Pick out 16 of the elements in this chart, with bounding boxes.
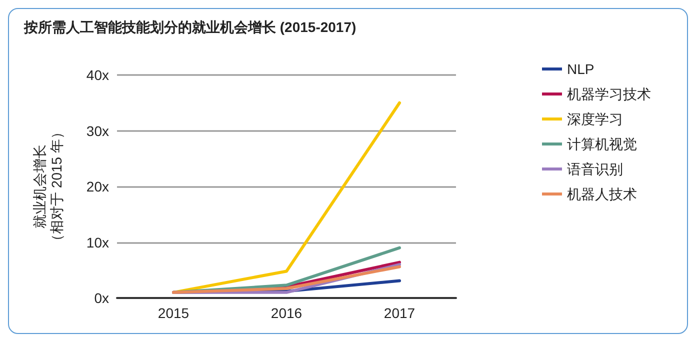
x-tick-label: 2016	[270, 305, 302, 321]
legend-label: 计算机视觉	[567, 136, 637, 152]
legend-label: 语音识别	[567, 161, 623, 177]
legend-label: 深度学习	[567, 111, 623, 127]
y-tick-label: 10x	[86, 234, 109, 250]
y-axis-title: 就业机会增长（相对于 2015 年）	[32, 125, 64, 248]
y-tick-label: 30x	[86, 122, 109, 139]
x-tick-label: 2017	[384, 305, 416, 321]
y-tick-label: 40x	[86, 67, 109, 83]
chart-title: 按所需人工智能技能划分的就业机会增长 (2015-2017)	[23, 19, 356, 35]
y-tick-label: 20x	[86, 178, 109, 194]
x-tick-label: 2015	[158, 305, 190, 321]
legend-label: 机器人技术	[567, 186, 637, 202]
legend-label: 机器学习技术	[567, 86, 651, 102]
legend-label: NLP	[567, 61, 594, 77]
y-tick-label: 0x	[94, 290, 109, 306]
